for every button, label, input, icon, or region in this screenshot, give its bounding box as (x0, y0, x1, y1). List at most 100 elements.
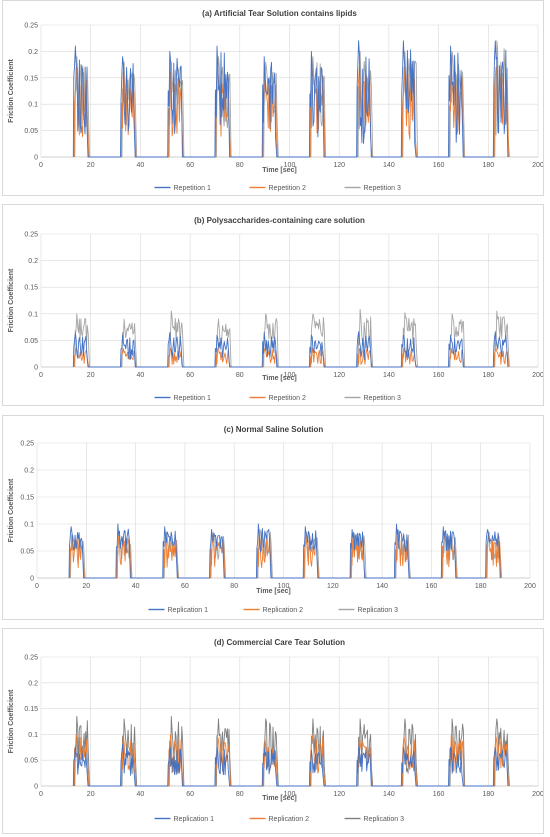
x-tick-label: 60 (186, 162, 194, 169)
chart-panel-a: (a) Artificial Tear Solution contains li… (2, 0, 544, 196)
x-tick-label: 80 (236, 162, 244, 169)
y-tick-label: 0.25 (24, 232, 38, 239)
series-line-2 (73, 66, 510, 158)
x-tick-label: 60 (181, 583, 189, 590)
x-tick-label: 120 (333, 372, 345, 379)
legend-label-2: Replication 2 (263, 607, 304, 614)
legend-label-3: Repetition 3 (364, 395, 401, 402)
x-tick-label: 20 (82, 583, 90, 590)
legend-label-1: Replication 1 (168, 607, 209, 614)
x-tick-label: 180 (475, 583, 487, 590)
legend-label-2: Repetition 2 (269, 185, 306, 192)
y-axis-label: Friction Coefficient (8, 478, 15, 542)
x-tick-label: 140 (376, 583, 388, 590)
x-tick-label: 180 (482, 372, 494, 379)
chart-d: (d) Commercial Care Tear Solution 0 0.05 0.… (8, 638, 543, 823)
series-line-2 (69, 534, 502, 579)
y-tick-label: 0.2 (28, 680, 38, 687)
x-tick-label: 200 (524, 583, 536, 590)
legend-label-1: Repetition 1 (174, 185, 211, 192)
x-tick-label: 100 (284, 162, 296, 169)
chart-c: (c) Normal Saline Solution 0 0.05 0.1 0.15 0.… (8, 425, 536, 614)
y-tick-label: 0 (34, 784, 38, 791)
y-tick-label: 0 (34, 155, 38, 162)
series-line-1 (72, 331, 509, 368)
x-axis-label: Time [sec] (262, 167, 297, 174)
chart-title: (a) Artificial Tear Solution contains li… (202, 9, 357, 18)
series-line-2 (73, 347, 510, 368)
chart-panel-d: (d) Commercial Care Tear Solution 0 0.05 0.… (2, 628, 544, 834)
x-axis-label: Time [sec] (256, 588, 291, 595)
y-tick-label: 0.2 (28, 49, 38, 56)
x-tick-label: 160 (433, 372, 445, 379)
x-tick-label: 160 (433, 162, 445, 169)
y-tick-label: 0.2 (28, 258, 38, 265)
x-tick-label: 80 (236, 791, 244, 798)
y-tick-label: 0.15 (24, 285, 38, 292)
y-tick-label: 0.15 (24, 706, 38, 713)
x-tick-label: 200 (532, 372, 543, 379)
y-tick-label: 0.1 (28, 311, 38, 318)
y-tick-label: 0 (30, 576, 34, 583)
y-tick-label: 0.05 (24, 758, 38, 765)
x-tick-label: 140 (383, 372, 395, 379)
legend-label-3: Repetition 3 (364, 185, 401, 192)
y-tick-label: 0.25 (24, 23, 38, 30)
x-tick-label: 140 (383, 791, 395, 798)
y-tick-label: 0.1 (28, 732, 38, 739)
x-tick-label: 100 (278, 583, 290, 590)
y-tick-label: 0.25 (20, 441, 34, 448)
x-tick-label: 20 (87, 372, 95, 379)
legend-label-1: Repetition 1 (174, 395, 211, 402)
y-axis-label: Friction Coefficient (8, 58, 15, 122)
legend-label-2: Replication 2 (269, 816, 310, 823)
y-tick-label: 0 (34, 365, 38, 372)
x-tick-label: 180 (482, 791, 494, 798)
series-line-3 (74, 715, 510, 787)
x-tick-label: 160 (426, 583, 438, 590)
series-line-1 (72, 40, 509, 158)
x-tick-label: 60 (186, 791, 194, 798)
x-tick-label: 0 (35, 583, 39, 590)
y-tick-label: 0.1 (24, 522, 34, 529)
chart-panel-b: (b) Polysaccharides-containing care solu… (2, 204, 544, 406)
series-line-1 (68, 523, 501, 579)
legend-label-1: Replication 1 (174, 816, 215, 823)
x-tick-label: 20 (87, 162, 95, 169)
y-tick-label: 0.05 (24, 128, 38, 135)
legend-label-3: Replication 3 (358, 607, 399, 614)
x-tick-label: 180 (482, 162, 494, 169)
y-tick-label: 0.1 (28, 102, 38, 109)
x-tick-label: 40 (137, 162, 145, 169)
y-tick-label: 0.05 (20, 549, 34, 556)
chart-b: (b) Polysaccharides-containing care solu… (8, 216, 543, 402)
x-tick-label: 0 (39, 791, 43, 798)
x-tick-label: 200 (532, 162, 543, 169)
y-axis-label: Friction Coefficient (8, 689, 15, 753)
series-line-3 (74, 309, 510, 368)
x-tick-label: 0 (39, 372, 43, 379)
chart-panel-c: (c) Normal Saline Solution 0 0.05 0.1 0.15 0.… (2, 415, 544, 620)
x-tick-label: 120 (327, 583, 339, 590)
x-tick-label: 120 (333, 791, 345, 798)
x-tick-label: 80 (236, 372, 244, 379)
x-tick-label: 60 (186, 372, 194, 379)
x-tick-label: 40 (137, 791, 145, 798)
series-line-3 (74, 40, 510, 158)
y-tick-label: 0.2 (24, 468, 34, 475)
x-tick-label: 120 (333, 162, 345, 169)
y-tick-label: 0.25 (24, 655, 38, 662)
x-tick-label: 20 (87, 791, 95, 798)
x-tick-label: 80 (230, 583, 238, 590)
legend-label-3: Replication 3 (364, 816, 405, 823)
x-tick-label: 100 (284, 791, 296, 798)
chart-title: (b) Polysaccharides-containing care solu… (194, 216, 365, 225)
chart-title: (d) Commercial Care Tear Solution (214, 638, 345, 647)
series-line-3 (70, 528, 503, 579)
y-axis-label: Friction Coefficient (8, 268, 15, 332)
x-tick-label: 160 (433, 791, 445, 798)
x-axis-label: Time [sec] (262, 795, 297, 802)
chart-a: (a) Artificial Tear Solution contains li… (8, 9, 543, 192)
y-tick-label: 0.15 (24, 75, 38, 82)
series-line-1 (72, 744, 509, 787)
